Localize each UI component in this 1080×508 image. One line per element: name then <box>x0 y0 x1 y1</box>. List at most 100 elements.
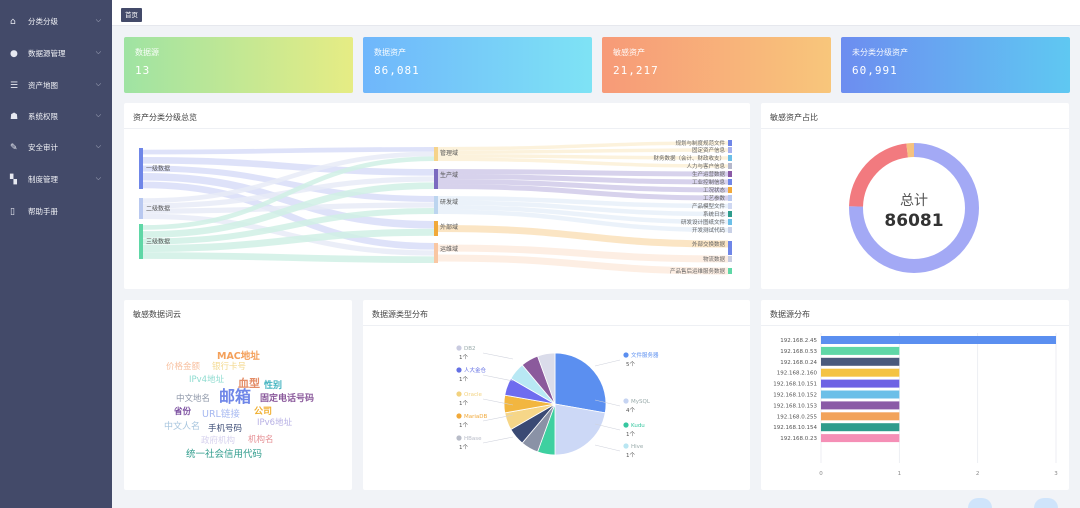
sankey-target-label: 规划与制度规范文件 <box>675 139 725 147</box>
y-tick-label: 192.168.2.160 <box>777 371 818 377</box>
word-cloud-word: 中文地名 <box>176 394 211 404</box>
sankey-domain-label: 生产域 <box>440 171 458 179</box>
chevron-down-icon: ⌵ <box>95 80 101 88</box>
sankey-target-label: 研发设计图纸文件 <box>681 218 726 226</box>
sankey-domain-node <box>434 221 438 236</box>
chevron-down-icon: ⌵ <box>95 111 101 119</box>
word-cloud-word: 政府机构 <box>201 436 236 446</box>
leader-line <box>594 423 621 431</box>
legend-name: MySQL <box>631 399 651 405</box>
sankey-flow <box>437 179 729 193</box>
sankey-target-node <box>728 155 732 161</box>
sankey-target-label: 开发测试代码 <box>692 226 726 234</box>
sankey-flow <box>437 148 729 154</box>
leader-line <box>594 359 621 367</box>
word-cloud-word: MAC地址 <box>217 351 260 362</box>
sankey-target-label: 工况状态 <box>703 186 726 194</box>
word-cloud-word: 银行卡号 <box>212 362 247 372</box>
legend-name: 人大金仓 <box>464 366 487 374</box>
sankey-target-node <box>728 219 732 225</box>
sankey-flow <box>142 181 435 250</box>
sankey-target-node <box>728 203 732 209</box>
legend-count: 1个 <box>459 376 468 383</box>
sankey-flow <box>437 205 729 225</box>
stat-card: 数据资产 86,081 <box>363 37 592 93</box>
sidebar-item-6[interactable]: ▯ 帮助手册 <box>0 196 112 227</box>
sankey-target-node <box>728 140 732 146</box>
word-cloud-word: 省份 <box>174 407 192 417</box>
legend-dot <box>456 413 462 419</box>
word-cloud-word: 价格金额 <box>166 362 201 372</box>
legend-dot <box>456 345 462 351</box>
legend-name: 文件服务器 <box>631 351 659 359</box>
wordcloud-panel: 敏感数据词云 MAC地址 价格金额 银行卡号 IPv4地址 血型 性别 中文地名 邮箱 固定电话… <box>124 300 352 490</box>
sankey-domain-label: 研发域 <box>440 198 458 206</box>
sidebar-item-4[interactable]: ✎ 安全审计 ⌵ <box>0 132 112 163</box>
sankey-target-label: 工业控制信息 <box>692 178 726 186</box>
legend-name: DB2 <box>464 346 476 352</box>
sidebar-item-5[interactable]: ▚ 制度管理 ⌵ <box>0 164 112 195</box>
sankey-domain-label: 运维域 <box>440 245 458 253</box>
top-bar: 首页 <box>112 0 1080 26</box>
sidebar-item-label: 分类分级 <box>28 17 58 26</box>
sankey-flow <box>142 146 435 155</box>
sidebar-item-label: 系统权限 <box>28 112 58 121</box>
menu-icon: ● <box>10 48 18 59</box>
bar <box>821 401 900 410</box>
stat-value: 60,991 <box>852 64 898 77</box>
pie-title: 数据源类型分布 <box>372 310 428 319</box>
legend-count: 1个 <box>459 400 468 407</box>
stat-label: 敏感资产 <box>613 48 645 57</box>
pie-chart: DB21个人大金仓1个Oracle1个MariaDB1个HBase1个文件服务器… <box>456 345 659 459</box>
word-cloud-word: 公司 <box>254 407 273 417</box>
legend-count: 5个 <box>626 361 635 368</box>
menu-icon: ⌂ <box>10 16 16 27</box>
tab-home[interactable]: 首页 <box>121 8 142 22</box>
donut-center-label: 总计 <box>900 193 928 209</box>
legend-count: 1个 <box>626 431 635 438</box>
sidebar: ⌂ 分类分级 ⌵ ● 数据源管理 ⌵ ☰ 资产地图 ⌵ ☗ 系统权限 ⌵ ✎ 安全审计 ⌵ ▚ 制度管理 ⌵ ▯ 帮助… <box>0 0 112 508</box>
sankey-target-label: 物流数据 <box>703 255 726 263</box>
sankey-level-node <box>139 148 143 189</box>
sidebar-item-label: 资产地图 <box>28 81 58 90</box>
legend-name: Hive <box>631 444 644 450</box>
sidebar-item-1[interactable]: ● 数据源管理 ⌵ <box>0 38 112 69</box>
bar <box>821 346 900 355</box>
bar <box>821 379 900 388</box>
y-tick-label: 192.168.0.255 <box>777 414 818 420</box>
leader-line <box>594 444 621 452</box>
legend-dot <box>456 391 462 397</box>
stat-value: 86,081 <box>374 64 420 77</box>
legend-count: 4个 <box>626 407 635 414</box>
sidebar-item-label: 制度管理 <box>28 175 58 184</box>
legend-count: 1个 <box>459 422 468 429</box>
chevron-down-icon: ⌵ <box>95 16 101 24</box>
x-tick-label: 1 <box>898 471 902 477</box>
decor-shape <box>968 498 992 508</box>
word-cloud-word: IPv6地址 <box>257 418 293 428</box>
sankey-target-label: 系统日志 <box>703 210 726 218</box>
sankey-flow <box>142 165 435 202</box>
sankey-target-node <box>728 195 732 201</box>
legend-dot <box>623 352 629 358</box>
sidebar-item-0[interactable]: ⌂ 分类分级 ⌵ <box>0 6 112 37</box>
sankey-domain-label: 外部域 <box>440 223 458 231</box>
bar-panel: 数据源分布 0 1 2 3 192.168.2.45 192.168.0.53 192.16… <box>761 300 1069 490</box>
legend-name: Kudu <box>631 423 645 429</box>
donut-segment <box>849 143 979 273</box>
sankey-flow <box>437 157 729 168</box>
sankey-flow <box>437 174 729 185</box>
y-tick-label: 192.168.2.45 <box>780 338 817 344</box>
sankey-flow <box>142 228 435 252</box>
sankey-domain-label: 管理域 <box>440 149 458 157</box>
sankey-flow <box>437 169 729 177</box>
sankey-target-label: 财务数据（会计、财政收支） <box>653 154 725 162</box>
sankey-level-label: 二级数据 <box>146 205 170 213</box>
sidebar-item-3[interactable]: ☗ 系统权限 ⌵ <box>0 101 112 132</box>
chevron-down-icon: ⌵ <box>95 142 101 150</box>
legend-dot <box>456 367 462 373</box>
sankey-target-label: 工艺参数 <box>703 194 726 202</box>
donut-center-value: 86081 <box>884 211 943 231</box>
sidebar-item-2[interactable]: ☰ 资产地图 ⌵ <box>0 70 112 101</box>
